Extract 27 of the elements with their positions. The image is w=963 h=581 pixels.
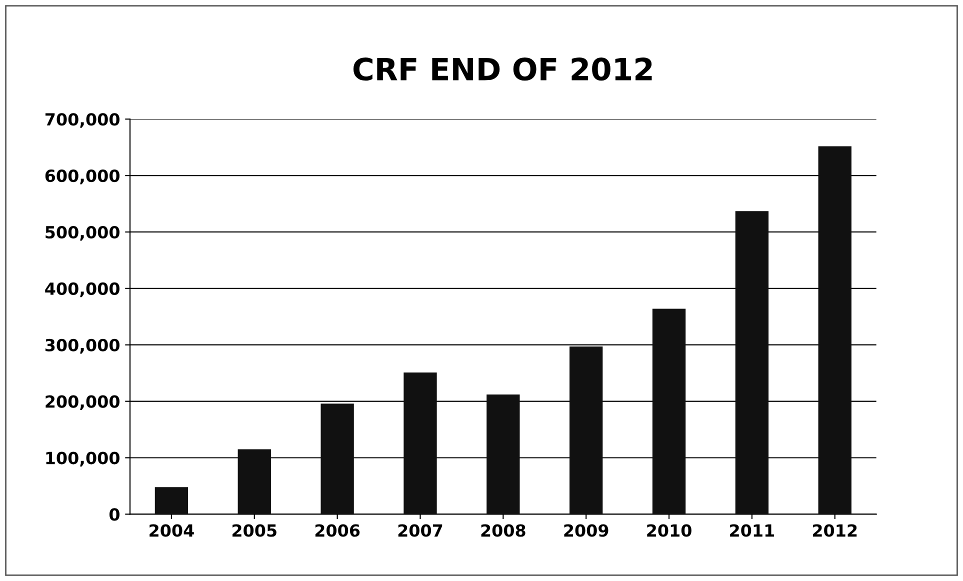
chart-title: CRF END OF 2012 <box>353 58 652 81</box>
bar <box>570 346 603 514</box>
x-tick-label: 2010 <box>647 524 692 537</box>
bar <box>154 487 188 514</box>
y-tick-label: 200,000 <box>46 395 120 410</box>
bar <box>320 404 354 514</box>
x-tick-label: 2011 <box>730 524 774 537</box>
y-tick-label: 100,000 <box>46 452 120 466</box>
x-tick-label: 2005 <box>232 524 276 537</box>
bar <box>735 211 769 514</box>
y-tick-label: 400,000 <box>45 282 120 298</box>
y-tick-label: 0 <box>109 508 120 521</box>
y-tick-label: 300,000 <box>45 338 120 354</box>
bar <box>486 394 520 514</box>
x-tick-label: 2007 <box>398 524 442 537</box>
y-tick-label: 500,000 <box>46 226 120 241</box>
x-tick-label: 2009 <box>564 524 608 537</box>
bar <box>818 146 852 514</box>
bar <box>404 372 437 514</box>
bar <box>238 449 271 514</box>
y-tick-label: 600,000 <box>45 170 120 184</box>
x-tick-label: 2006 <box>315 524 360 537</box>
y-tick-label: 700,000 <box>45 113 120 128</box>
x-tick-label: 2008 <box>481 524 526 537</box>
bar <box>652 308 686 514</box>
x-tick-label: 2004 <box>150 524 194 537</box>
x-tick-label: 2012 <box>812 524 857 537</box>
